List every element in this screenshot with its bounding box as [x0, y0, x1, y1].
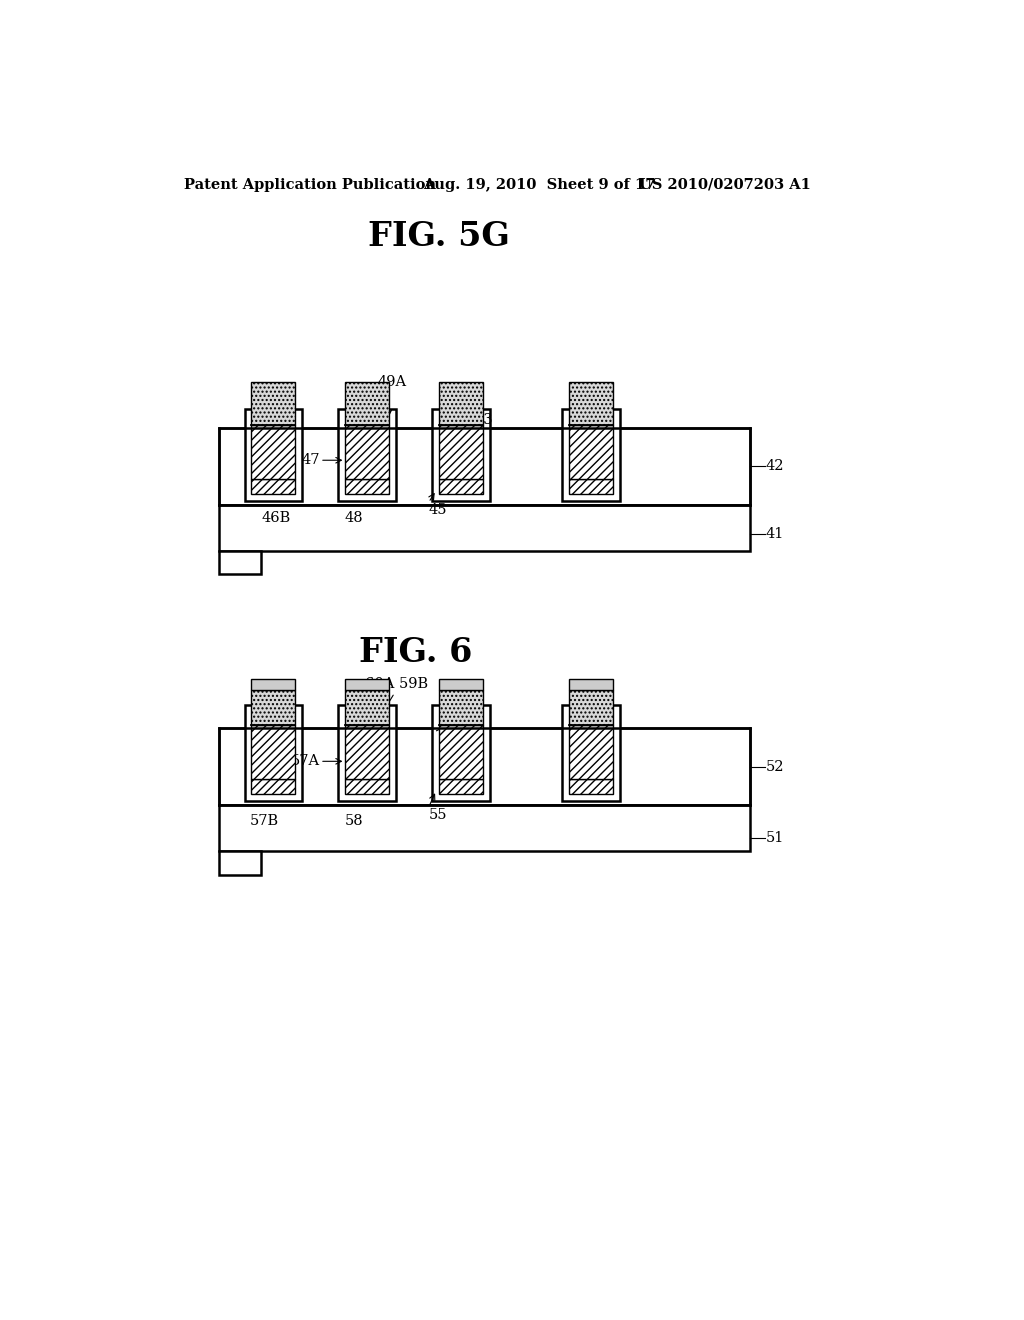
- Bar: [562, 705, 620, 801]
- Bar: [568, 779, 612, 795]
- Bar: [568, 425, 612, 479]
- Bar: [339, 409, 396, 502]
- Bar: [345, 479, 389, 494]
- Bar: [245, 409, 302, 502]
- Bar: [219, 805, 751, 851]
- Bar: [252, 779, 295, 795]
- Bar: [432, 705, 490, 801]
- Bar: [568, 479, 612, 494]
- Bar: [252, 425, 295, 479]
- Bar: [439, 690, 483, 725]
- Text: Aug. 19, 2010  Sheet 9 of 17: Aug. 19, 2010 Sheet 9 of 17: [423, 178, 655, 191]
- Bar: [345, 678, 389, 690]
- Text: 60A 59B: 60A 59B: [366, 677, 428, 692]
- Text: 45: 45: [429, 503, 447, 516]
- Bar: [568, 690, 612, 725]
- Bar: [568, 383, 612, 425]
- Text: 51: 51: [766, 830, 784, 845]
- Text: 43: 43: [475, 413, 494, 428]
- Bar: [568, 678, 612, 690]
- Text: 47: 47: [301, 453, 319, 467]
- Bar: [345, 690, 389, 725]
- Bar: [439, 678, 483, 690]
- Bar: [439, 725, 483, 779]
- Bar: [432, 409, 490, 502]
- Bar: [562, 409, 620, 502]
- Text: 57B: 57B: [250, 814, 279, 829]
- Text: Patent Application Publication: Patent Application Publication: [184, 178, 436, 191]
- Text: 52: 52: [766, 760, 784, 774]
- Bar: [219, 729, 751, 805]
- Bar: [245, 705, 302, 801]
- Bar: [252, 479, 295, 494]
- Bar: [219, 552, 261, 574]
- Bar: [345, 725, 389, 779]
- Text: 41: 41: [766, 527, 784, 541]
- Text: 53: 53: [450, 717, 468, 731]
- Bar: [439, 383, 483, 425]
- Bar: [252, 678, 295, 690]
- Text: 42: 42: [766, 459, 784, 474]
- Text: FIG. 6: FIG. 6: [358, 636, 472, 669]
- Bar: [219, 851, 261, 875]
- Bar: [252, 690, 295, 725]
- Text: US 2010/0207203 A1: US 2010/0207203 A1: [639, 178, 811, 191]
- Bar: [345, 779, 389, 795]
- Bar: [252, 725, 295, 779]
- Bar: [568, 725, 612, 779]
- Bar: [252, 383, 295, 425]
- Text: 58: 58: [345, 814, 364, 829]
- Bar: [439, 479, 483, 494]
- Bar: [219, 428, 751, 506]
- Text: 48: 48: [345, 511, 364, 525]
- Text: 57A: 57A: [291, 754, 319, 768]
- Bar: [439, 779, 483, 795]
- Bar: [345, 383, 389, 425]
- Text: 46B: 46B: [261, 511, 291, 525]
- Bar: [339, 705, 396, 801]
- Bar: [219, 506, 751, 552]
- Text: 55: 55: [429, 808, 447, 821]
- Bar: [345, 425, 389, 479]
- Text: 49A: 49A: [378, 375, 407, 389]
- Text: FIG. 5G: FIG. 5G: [368, 220, 510, 253]
- Bar: [439, 425, 483, 479]
